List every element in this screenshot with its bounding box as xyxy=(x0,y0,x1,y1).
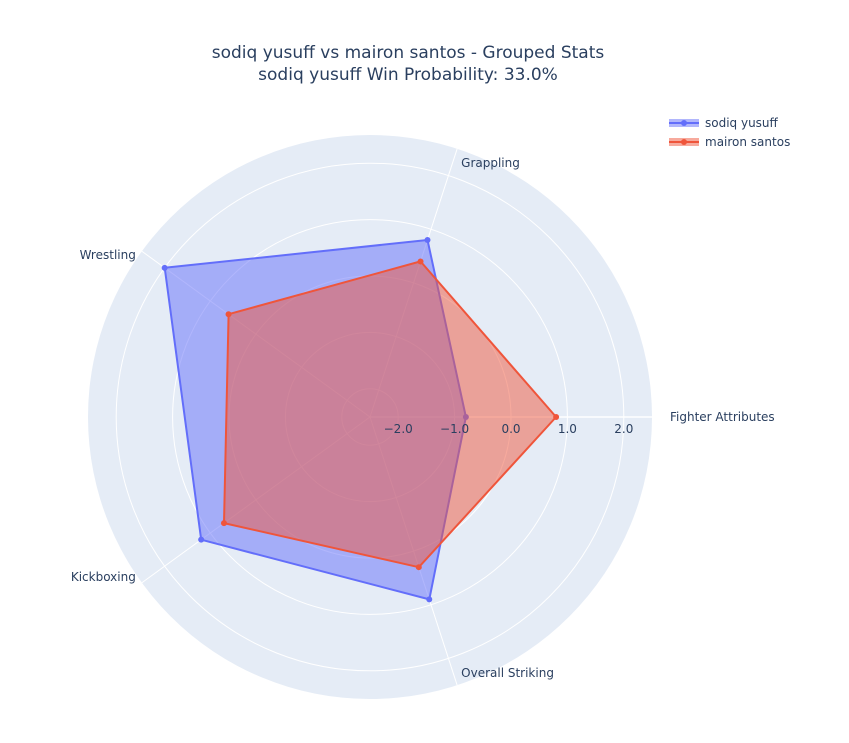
axis-label: Wrestling xyxy=(80,248,136,262)
data-point xyxy=(220,520,227,527)
data-point xyxy=(424,236,431,243)
series-1 xyxy=(220,258,560,571)
series-area xyxy=(223,260,558,569)
chart-title: sodiq yusuff vs mairon santos - Grouped … xyxy=(212,43,605,85)
radial-tick-label: 1.0 xyxy=(558,422,577,436)
radial-tick-label: −1.0 xyxy=(440,422,469,436)
data-point xyxy=(553,414,560,420)
axis-label: Overall Striking xyxy=(461,666,554,680)
legend-marker xyxy=(681,139,687,145)
radial-tick-label: −2.0 xyxy=(384,422,413,436)
data-point xyxy=(417,258,424,265)
angular-axis-labels: Fighter Attributes Overall Striking Kickbo… xyxy=(71,156,775,680)
legend-marker xyxy=(681,120,687,126)
axis-label: Grappling xyxy=(461,156,520,170)
chart-title-line-1: sodiq yusuff vs mairon santos - Grouped … xyxy=(212,43,605,63)
series-layer xyxy=(161,236,560,603)
legend-label: sodiq yusuff xyxy=(705,116,779,130)
data-point xyxy=(198,536,205,543)
data-point xyxy=(225,311,232,318)
legend-label: mairon santos xyxy=(705,135,790,149)
radial-tick-label: 2.0 xyxy=(614,422,633,436)
axis-label: Fighter Attributes xyxy=(670,410,775,424)
data-point xyxy=(426,596,433,603)
data-point xyxy=(415,564,422,571)
axis-label: Kickboxing xyxy=(71,570,136,584)
legend-item[interactable]: sodiq yusuff xyxy=(669,116,779,130)
legend[interactable]: sodiq yusuff mairon santos xyxy=(669,116,790,149)
radial-tick-label: 0.0 xyxy=(501,422,520,436)
chart-subtitle: sodiq yusuff Win Probability: 33.0% xyxy=(258,65,558,85)
radial-tick-labels: −2.0 −1.0 0.0 1.0 2.0 xyxy=(384,422,634,436)
data-point xyxy=(161,264,168,271)
legend-item[interactable]: mairon santos xyxy=(669,135,790,149)
